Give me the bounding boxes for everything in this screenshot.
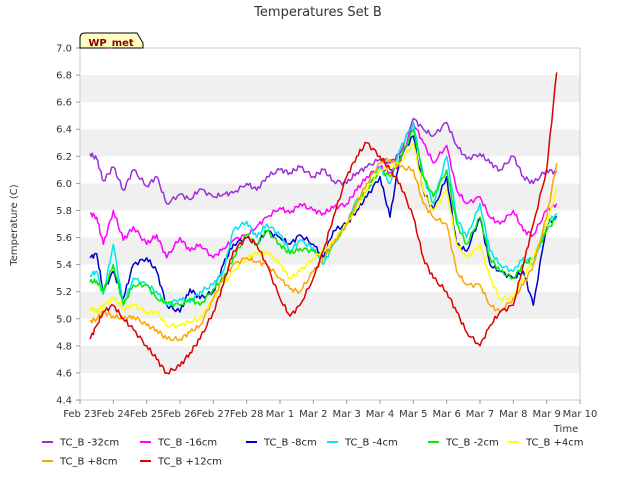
x-tick-label: Mar 5: [399, 409, 427, 420]
x-tick-label: Mar 4: [366, 409, 394, 420]
series-line-tc-b-2cm: [89, 128, 558, 308]
plot-background: [80, 48, 580, 400]
series-line-tc-b-4cm: [89, 142, 558, 329]
series-line-tc-b-8cm: [89, 157, 558, 342]
x-tick-label: Feb 27: [197, 409, 231, 420]
grid-band: [80, 102, 580, 130]
x-tick-label: Mar 6: [432, 409, 460, 420]
legend-label: TC_B +4cm: [525, 438, 584, 449]
badge: WP_met: [79, 32, 144, 49]
y-tick-label: 6.4: [56, 125, 72, 136]
series-line-tc-b-32cm: [89, 117, 558, 205]
y-tick-label: 5.8: [56, 206, 72, 217]
legend-label: TC_B +8cm: [59, 457, 118, 468]
x-tick-label: Feb 25: [130, 409, 164, 420]
grid-band: [80, 129, 580, 157]
grid-band: [80, 318, 580, 346]
grid-band: [80, 345, 580, 373]
legend-label: TC_B +12cm: [157, 457, 222, 468]
y-tick-label: 5.0: [56, 314, 72, 325]
legend-label: TC_B -2cm: [445, 438, 499, 449]
legend-label: TC_B -32cm: [59, 438, 119, 449]
x-tick-label: Mar 10: [563, 409, 598, 420]
chart-title: Temperatures Set B: [253, 5, 382, 20]
series-line-tc-b-12cm: [89, 72, 558, 375]
x-tick-label: Feb 26: [163, 409, 197, 420]
x-tick-label: Feb 24: [97, 409, 131, 420]
grid-band: [80, 210, 580, 238]
x-tick-label: Feb 23: [63, 409, 97, 420]
x-axis: Feb 23 Feb 24 Feb 25 Feb 26 Feb 27 Feb 28 Mar …: [63, 400, 597, 420]
y-tick-label: 4.4: [56, 396, 72, 407]
y-tick-label: 6.6: [56, 98, 72, 109]
y-tick-label: 6.0: [56, 179, 72, 190]
x-tick-label: Mar 1: [266, 409, 294, 420]
x-tick-label: Mar 7: [466, 409, 494, 420]
y-tick-label: 6.2: [56, 152, 72, 163]
grid-band: [80, 156, 580, 184]
legend-label: TC_B -4cm: [344, 438, 398, 449]
y-tick-label: 7.0: [56, 44, 72, 55]
series-layer: [89, 72, 558, 375]
y-tick-label: 4.6: [56, 368, 72, 379]
legend: TC_B -32cm TC_B -16cm TC_B -8cm TC_B -4cm TC…: [42, 438, 584, 468]
y-tick-label: 5.4: [56, 260, 72, 271]
x-tick-label: Mar 2: [299, 409, 327, 420]
series-line-tc-b-16cm: [89, 121, 558, 259]
y-tick-label: 6.8: [56, 71, 72, 82]
grid-band: [80, 48, 580, 76]
x-tick-label: Feb 28: [230, 409, 264, 420]
badge-shape: [79, 32, 144, 49]
grid-band: [80, 183, 580, 211]
y-axis: 4.4 4.6 4.8 5.0 5.2 5.4 5.6 5.8 6.0 6.2 6.4 6.6 6.8 7…: [56, 44, 80, 407]
grid-band: [80, 75, 580, 103]
x-axis-label: Time: [553, 424, 578, 435]
y-tick-label: 5.6: [56, 233, 72, 244]
series-line-tc-b-8cm: [89, 135, 558, 313]
x-tick-label: Mar 9: [532, 409, 560, 420]
x-tick-label: Mar 3: [332, 409, 360, 420]
grid-band: [80, 372, 580, 400]
y-tick-label: 4.8: [56, 341, 72, 352]
plot-frame: [79, 47, 581, 401]
x-tick-label: Mar 8: [499, 409, 527, 420]
legend-label: TC_B -16cm: [157, 438, 217, 449]
y-axis-label: Temperature (C): [9, 184, 20, 266]
legend-label: TC_B -8cm: [263, 438, 317, 449]
badge-label: WP_met: [88, 38, 134, 49]
y-tick-label: 5.2: [56, 287, 72, 298]
